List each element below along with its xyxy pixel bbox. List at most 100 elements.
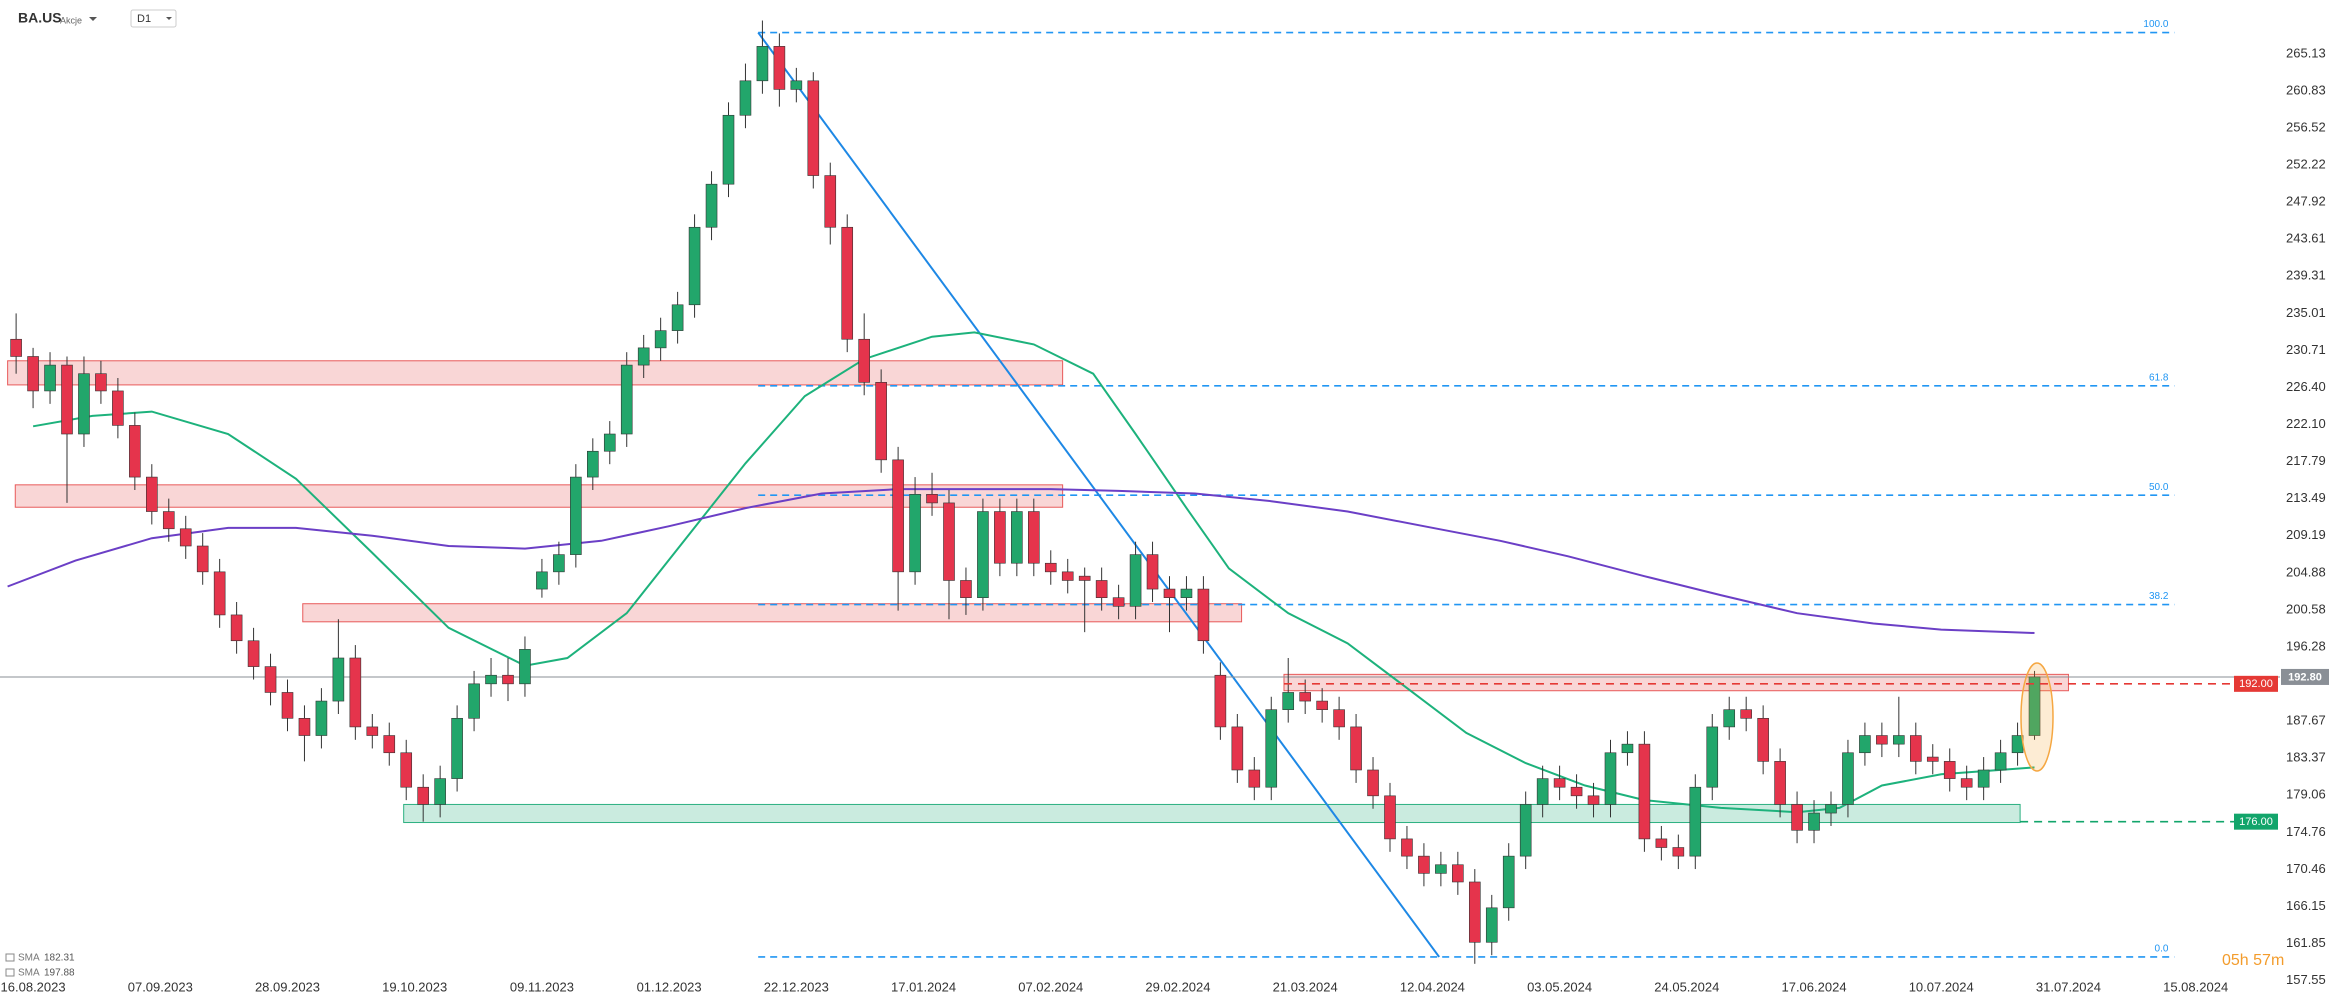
- candle-body: [553, 554, 565, 573]
- candle-body: [1842, 752, 1854, 805]
- y-tick-label: 196.28: [2286, 638, 2326, 653]
- candle-body: [926, 494, 938, 504]
- y-tick-label: 179.06: [2286, 787, 2326, 802]
- candle-body: [349, 657, 362, 728]
- candle-body: [603, 433, 616, 452]
- candle-body: [739, 80, 752, 116]
- candle-body: [1197, 588, 1210, 642]
- candle-body: [112, 390, 124, 426]
- candle-body: [1757, 717, 1769, 762]
- candle-body: [1011, 511, 1023, 564]
- candle-body: [1774, 761, 1786, 805]
- candle-body: [179, 528, 192, 547]
- candle-body: [1825, 804, 1837, 814]
- x-tick-label: 12.04.2024: [1400, 979, 1465, 994]
- x-tick-label: 17.01.2024: [891, 979, 956, 994]
- fib-label: 38.2: [2149, 591, 2169, 602]
- y-tick-label: 187.67: [2286, 713, 2326, 728]
- fib-label: 50.0: [2149, 482, 2169, 493]
- candle-body: [196, 545, 209, 573]
- dropdown-arrow[interactable]: [89, 17, 97, 21]
- level-label: 176.00: [2239, 816, 2273, 828]
- candle-body: [1044, 562, 1057, 573]
- candle-body: [536, 571, 548, 590]
- candle-body: [1943, 761, 1956, 779]
- y-tick-label: 235.01: [2286, 305, 2326, 320]
- x-tick-label: 19.10.2023: [382, 979, 447, 994]
- x-tick-label: 15.08.2024: [2163, 979, 2228, 994]
- timeframe[interactable]: D1: [137, 13, 151, 25]
- y-tick-label: 226.40: [2286, 379, 2326, 394]
- candle-body: [790, 80, 803, 90]
- x-tick-label: 01.12.2023: [637, 979, 702, 994]
- candle-body: [620, 364, 633, 435]
- candle-body: [858, 338, 870, 383]
- candle-body: [1435, 864, 1447, 874]
- candle-body: [1129, 554, 1142, 607]
- candle-body: [146, 476, 158, 512]
- candle-body: [1485, 907, 1498, 943]
- candle-body: [1468, 881, 1481, 943]
- candle-body: [1960, 778, 1973, 788]
- timeframe-box[interactable]: [130, 9, 177, 28]
- y-tick-label: 222.10: [2286, 416, 2326, 431]
- candle-body: [1367, 769, 1379, 797]
- x-tick-label: 07.09.2023: [128, 979, 193, 994]
- candle-body: [1384, 795, 1396, 840]
- legend-icon: [5, 968, 15, 977]
- candle-body: [570, 476, 582, 555]
- candle-body: [247, 640, 260, 667]
- candle-body: [1638, 743, 1651, 840]
- candle-body: [44, 364, 56, 392]
- candle-body: [1587, 795, 1600, 805]
- candle-body: [1672, 847, 1685, 857]
- candle-body: [1214, 674, 1227, 728]
- candle-body: [1418, 855, 1430, 874]
- candle-body: [1248, 769, 1261, 788]
- candle-body: [1095, 580, 1108, 598]
- candle-body: [1926, 756, 1939, 762]
- candle-body: [1163, 588, 1176, 598]
- candle-body: [1231, 726, 1244, 771]
- fib-label: 0.0: [2155, 944, 2169, 955]
- sma-line: [32, 331, 2035, 814]
- candle-body: [1299, 692, 1311, 702]
- x-tick-label: 24.05.2024: [1654, 979, 1719, 994]
- y-tick-label: 252.22: [2286, 156, 2326, 171]
- candle-body: [1859, 735, 1871, 754]
- candle-body: [909, 494, 921, 573]
- y-tick-label: 265.13: [2286, 45, 2326, 60]
- x-tick-label: 07.02.2024: [1018, 979, 1083, 994]
- candle-body: [1808, 812, 1820, 831]
- candle-body: [977, 511, 989, 598]
- candle-body: [78, 373, 90, 435]
- candle-body: [1536, 778, 1549, 805]
- y-tick-label: 247.92: [2286, 194, 2326, 209]
- candle-body: [1876, 735, 1888, 745]
- candle-body: [468, 683, 480, 719]
- candle-body: [1146, 554, 1159, 590]
- candle-body: [485, 674, 497, 685]
- x-tick-label: 16.08.2023: [1, 979, 66, 994]
- candle-body: [434, 778, 446, 805]
- dropdown-arrow[interactable]: [166, 17, 172, 20]
- candle-body: [1621, 743, 1634, 754]
- zone: [14, 484, 1064, 508]
- candle-body: [1452, 864, 1464, 883]
- candle-body: [1265, 709, 1278, 788]
- zone: [1283, 673, 2069, 692]
- candle-body: [994, 511, 1006, 564]
- candle-body: [1570, 786, 1583, 797]
- candle-body: [841, 226, 854, 340]
- x-tick-label: 09.11.2023: [510, 979, 574, 994]
- candle-body: [587, 450, 599, 478]
- candle-body: [1519, 804, 1532, 857]
- legend-name: SMA: [18, 953, 40, 964]
- candle-body: [654, 330, 667, 349]
- candle-body: [502, 674, 514, 685]
- x-tick-label: 22.12.2023: [764, 979, 829, 994]
- candle-body: [1994, 752, 2007, 771]
- symbol[interactable]: BA.US: [18, 10, 62, 26]
- y-tick-label: 213.49: [2286, 490, 2326, 505]
